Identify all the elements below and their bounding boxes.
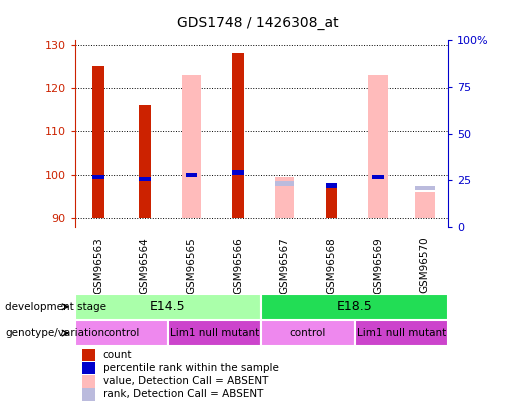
Bar bbox=[275, 181, 295, 185]
Text: genotype/variation: genotype/variation bbox=[5, 328, 104, 338]
Bar bbox=[168, 320, 261, 346]
Bar bbox=[139, 177, 150, 181]
Bar bbox=[372, 175, 384, 179]
Text: Lim1 null mutant: Lim1 null mutant bbox=[170, 328, 260, 338]
Text: control: control bbox=[103, 328, 140, 338]
Bar bbox=[139, 105, 150, 218]
Bar bbox=[82, 349, 95, 361]
Bar bbox=[82, 362, 95, 374]
Bar bbox=[75, 294, 261, 320]
Bar bbox=[232, 171, 244, 175]
Text: GSM96564: GSM96564 bbox=[140, 237, 150, 294]
Bar bbox=[275, 177, 295, 218]
Bar bbox=[182, 75, 201, 218]
Bar bbox=[261, 294, 448, 320]
Text: percentile rank within the sample: percentile rank within the sample bbox=[102, 363, 279, 373]
Bar bbox=[355, 320, 448, 346]
Bar bbox=[261, 320, 355, 346]
Bar bbox=[82, 375, 95, 388]
Bar bbox=[185, 173, 197, 177]
Text: GSM96570: GSM96570 bbox=[420, 237, 430, 294]
Bar bbox=[368, 75, 388, 218]
Text: Lim1 null mutant: Lim1 null mutant bbox=[357, 328, 446, 338]
Text: control: control bbox=[290, 328, 326, 338]
Bar bbox=[92, 66, 104, 218]
Bar bbox=[415, 185, 435, 190]
Bar bbox=[75, 320, 168, 346]
Text: GSM96566: GSM96566 bbox=[233, 237, 243, 294]
Text: GSM96567: GSM96567 bbox=[280, 237, 290, 294]
Text: GSM96569: GSM96569 bbox=[373, 237, 383, 294]
Text: value, Detection Call = ABSENT: value, Detection Call = ABSENT bbox=[102, 376, 268, 386]
Text: count: count bbox=[102, 350, 132, 360]
Text: GSM96568: GSM96568 bbox=[327, 237, 336, 294]
Text: GSM96565: GSM96565 bbox=[186, 237, 196, 294]
Text: GDS1748 / 1426308_at: GDS1748 / 1426308_at bbox=[177, 16, 338, 30]
Text: E18.5: E18.5 bbox=[337, 300, 372, 313]
Text: GSM96563: GSM96563 bbox=[93, 237, 103, 294]
Bar bbox=[325, 188, 337, 218]
Bar bbox=[232, 53, 244, 218]
Bar bbox=[82, 388, 95, 401]
Text: E14.5: E14.5 bbox=[150, 300, 186, 313]
Bar bbox=[325, 183, 337, 188]
Bar bbox=[92, 175, 104, 179]
Bar bbox=[415, 192, 435, 218]
Text: rank, Detection Call = ABSENT: rank, Detection Call = ABSENT bbox=[102, 389, 263, 399]
Text: development stage: development stage bbox=[5, 302, 106, 312]
